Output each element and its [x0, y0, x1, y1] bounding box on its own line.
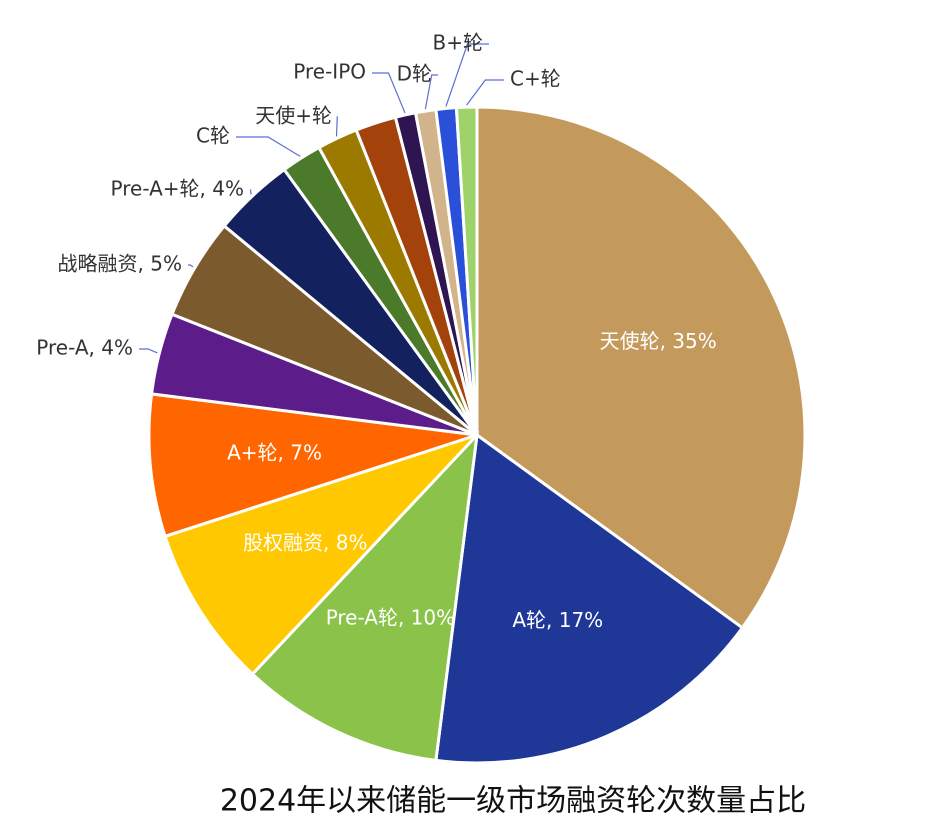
leader-line: [236, 136, 301, 157]
chart-title: 2024年以来储能一级市场融资轮次数量占比: [220, 784, 806, 819]
slice-label: 战略融资, 5%: [58, 252, 182, 276]
slice-label: 天使+轮: [255, 104, 332, 128]
pie-slice: [147, 392, 478, 539]
pie-slice: [454, 105, 479, 436]
leader-line: [335, 116, 338, 137]
slice-label: D轮: [397, 62, 432, 86]
pie-slice: [250, 430, 480, 763]
leader-line: [249, 189, 252, 195]
slice-label: A+轮, 7%: [227, 441, 322, 465]
slice-label: 天使轮, 35%: [600, 329, 717, 353]
leader-line: [445, 43, 489, 107]
leader-line: [139, 348, 158, 354]
slice-label: 股权融资, 8%: [243, 530, 367, 554]
slice-label: Pre-A轮, 10%: [326, 606, 455, 630]
slice-label: Pre-A, 4%: [36, 336, 133, 360]
slice-label: C+轮: [510, 67, 561, 91]
pie-slice: [434, 432, 745, 765]
pie-slice: [163, 433, 479, 677]
slice-label: Pre-A+轮, 4%: [111, 177, 244, 201]
leader-line: [424, 74, 438, 110]
leader-line: [372, 72, 406, 114]
slice-label: Pre-IPO: [293, 60, 366, 84]
leader-line: [188, 264, 194, 268]
slice-label: A轮, 17%: [512, 608, 603, 632]
leader-line: [466, 79, 504, 106]
slice-label: C轮: [196, 124, 230, 148]
pie-slice: [475, 105, 807, 630]
slice-label: B+轮: [433, 31, 483, 55]
